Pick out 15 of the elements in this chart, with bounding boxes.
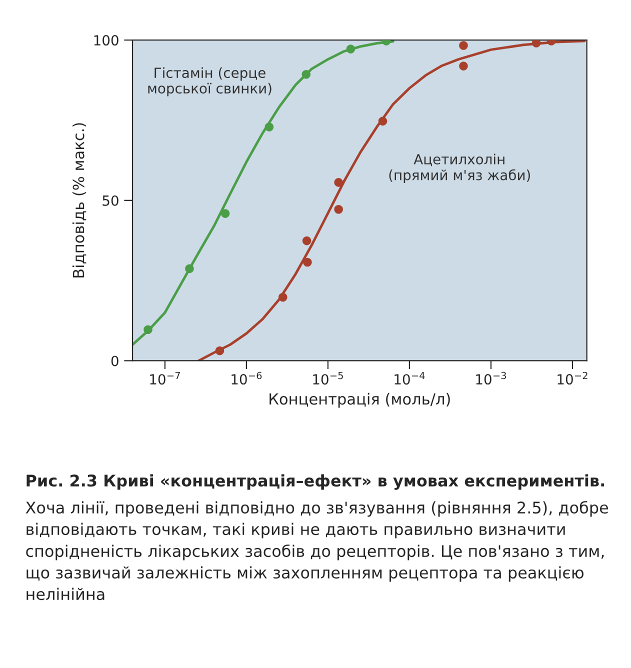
- y-tick-label: 100: [94, 35, 118, 46]
- x-tick-label: 10$^{−4}$: [394, 372, 425, 385]
- x-tick-label: 10$^{−5}$: [313, 372, 343, 385]
- y-tick-label: 0: [111, 356, 118, 366]
- y-axis-title: Відповідь (% макс.): [72, 123, 86, 278]
- series-label: Ацетилхолін (прямий м'яз жаби): [389, 154, 530, 183]
- text: Хоча лінії, проведені відповідно до зв'язування (рівняння 2.5), добре відповідають точкам, такі криві не дають правильно визначити спорідненість лікарських засобів до рецепторів. Це пов'язано з тим, що зазвичай залежність між захопленням рецептора та реакцією нелінійна: [26, 501, 608, 600]
- x-axis-title: Концентрація (моль/л): [270, 392, 450, 408]
- x-tick-label: 10$^{−6}$: [232, 372, 262, 385]
- text: Рис. 2.3 Криві «концентрація–ефект» в умовах експериментів.: [26, 474, 604, 490]
- x-tick-label: 10$^{−3}$: [476, 372, 506, 385]
- x-tick-label: 10$^{−7}$: [150, 372, 180, 385]
- y-tick-label: 50: [102, 195, 118, 206]
- series-label: Гістамін (серце морської свинки): [148, 67, 272, 96]
- x-tick-label: 10$^{−2}$: [558, 372, 588, 385]
